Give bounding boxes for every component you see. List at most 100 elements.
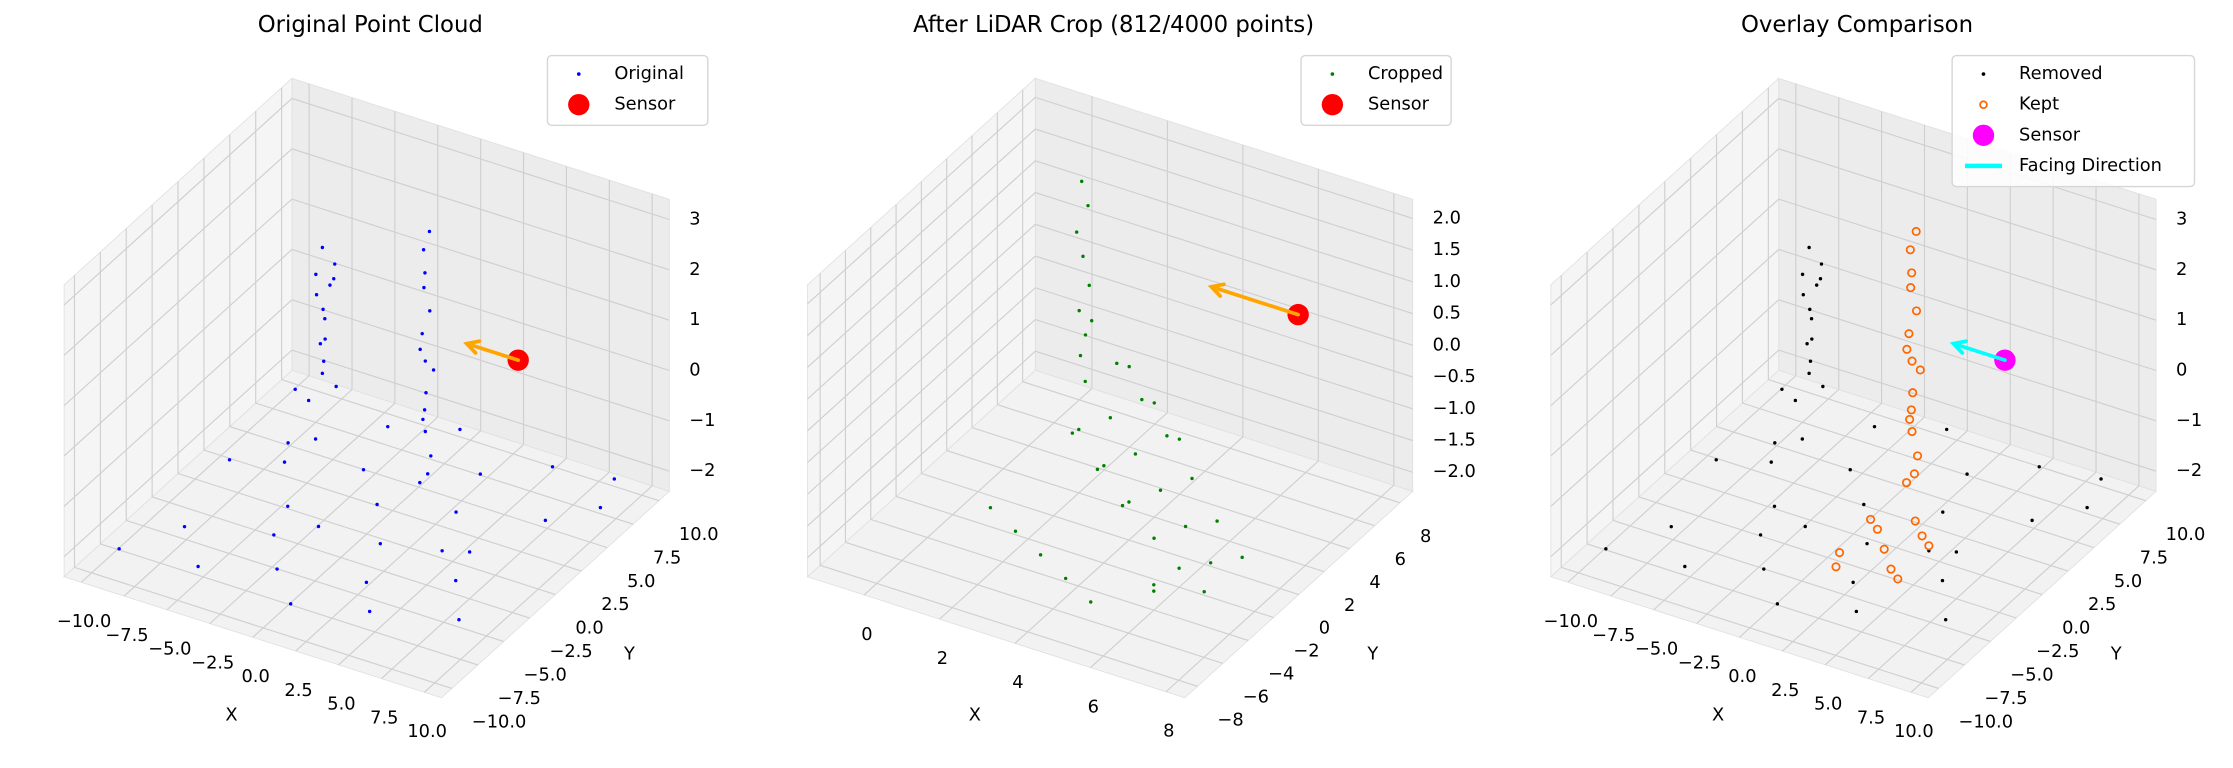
point: [1814, 283, 1819, 287]
legend-label: Original: [614, 63, 684, 84]
z-tick-label: 0.5: [1433, 303, 1461, 324]
z-tick-label: 1: [689, 309, 700, 330]
x-tick-label: 6: [1088, 696, 1099, 717]
point: [988, 505, 993, 510]
point: [1775, 602, 1780, 606]
point: [1831, 562, 1841, 572]
legend-label: Sensor: [2019, 124, 2081, 145]
z-tick-label: 1.0: [1433, 271, 1461, 292]
x-axis-label: X: [969, 705, 981, 726]
point: [1089, 600, 1093, 604]
grid-line: [1550, 98, 1780, 306]
point: [364, 580, 369, 585]
point: [1086, 203, 1090, 208]
point: [316, 524, 321, 529]
y-axis-label: Y: [2110, 643, 2122, 664]
point: [1819, 262, 1824, 266]
point: [420, 331, 424, 336]
point: [1127, 500, 1131, 504]
point: [1910, 516, 1920, 526]
grid-line: [74, 566, 453, 689]
point: [282, 460, 287, 464]
y-tick-label: 0.0: [2062, 618, 2090, 639]
z-tick-label: −1: [689, 410, 715, 431]
point: [1807, 371, 1811, 376]
y-tick-label: 7.5: [2140, 547, 2168, 568]
y-tick-label: 8: [1420, 526, 1431, 547]
x-axis-label: X: [1712, 705, 1724, 726]
point: [1083, 333, 1088, 337]
point: [378, 541, 383, 546]
point: [1208, 561, 1213, 565]
grid-line: [1778, 299, 2157, 422]
grid-line: [63, 349, 293, 558]
point: [1905, 245, 1915, 255]
grid-line: [1742, 402, 2120, 525]
y-tick-label: 2: [1344, 595, 1355, 616]
point: [1879, 544, 1889, 554]
x-axis-label: X: [225, 705, 237, 726]
point: [328, 283, 332, 287]
point: [323, 337, 327, 341]
legend-label: Kept: [2019, 94, 2059, 115]
point: [1911, 306, 1922, 316]
point: [1924, 541, 1934, 551]
x-tick-label: 0.0: [1728, 666, 1756, 687]
chart-title: After LiDAR Crop (812/4000 points): [913, 12, 1314, 38]
point: [323, 316, 327, 321]
legend-marker: [1330, 72, 1335, 76]
y-tick-label: 10.0: [2166, 524, 2206, 545]
point: [1772, 504, 1777, 509]
point: [1800, 272, 1805, 277]
grid-line: [291, 299, 670, 422]
point: [1917, 531, 1927, 541]
point: [1808, 359, 1813, 363]
point: [1915, 365, 1925, 375]
y-tick-label: −10.0: [1959, 712, 2014, 733]
point: [1807, 245, 1811, 250]
legend-label: Facing Direction: [2019, 155, 2162, 176]
grid-line: [1035, 350, 1413, 473]
point: [318, 341, 323, 346]
y-tick-label: 7.5: [653, 547, 681, 568]
point: [431, 368, 436, 372]
point: [1063, 576, 1068, 581]
point: [421, 248, 426, 252]
point: [458, 427, 462, 432]
point: [440, 549, 444, 553]
direction-arrow: [1207, 282, 1301, 317]
point: [367, 609, 372, 614]
grid-line: [1035, 96, 1413, 219]
point: [425, 472, 430, 476]
point: [1127, 364, 1131, 369]
point: [1070, 431, 1075, 435]
point: [1087, 283, 1091, 288]
point: [1904, 329, 1914, 339]
y-tick-label: 2.5: [601, 594, 629, 615]
z-tick-label: 3: [689, 209, 700, 230]
point: [320, 371, 325, 376]
grid-line: [1022, 381, 1401, 504]
grid-line: [291, 349, 670, 472]
z-tick-label: 0.0: [1433, 334, 1461, 355]
point: [1793, 398, 1798, 403]
point: [1038, 553, 1043, 557]
chart-title: Overlay Comparison: [1741, 12, 1973, 38]
point: [1095, 467, 1100, 472]
grid-line: [870, 518, 1249, 641]
point: [1809, 316, 1814, 321]
z-tick-label: 2: [689, 259, 700, 280]
grid-line: [63, 148, 293, 356]
point: [1089, 318, 1094, 323]
grid-line: [1035, 287, 1413, 410]
grid-line: [1561, 566, 1939, 689]
point: [1872, 424, 1877, 429]
y-tick-label: 0.0: [575, 618, 603, 639]
grid-line: [807, 192, 1036, 400]
z-tick-label: 0: [689, 360, 700, 381]
x-tick-label: −10.0: [57, 611, 112, 632]
grid-line: [126, 519, 504, 643]
grid-line: [1638, 496, 2017, 619]
y-tick-label: −2: [1293, 641, 1319, 662]
